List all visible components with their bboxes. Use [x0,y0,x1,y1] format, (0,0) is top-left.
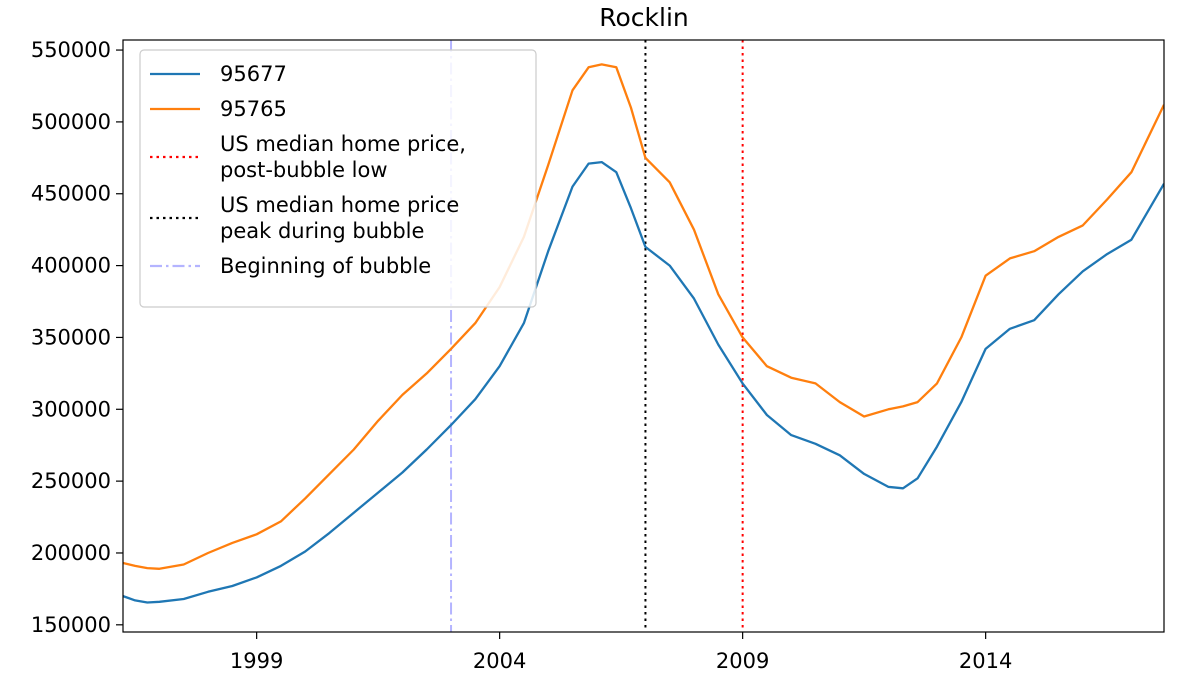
y-tick-label: 250000 [31,469,111,493]
y-tick-label: 150000 [31,613,111,637]
y-tick-label: 200000 [31,541,111,565]
axes: 1999 2004 2009 2014 150000 200000 250000 300000… [31,38,1013,673]
x-tick-label: 2009 [716,649,769,673]
legend-label-2: US median home price, post-bubble low [220,132,466,182]
legend: 95677 95765 US median home price, post-bubb… [139,49,537,308]
legend-label-1: 95765 [220,97,287,121]
y-tick-label: 300000 [31,397,111,421]
x-tick-label: 2014 [959,649,1012,673]
y-tick-label: 400000 [31,254,111,278]
legend-label-3: US median home price peak during bubble [220,193,459,243]
plot-frame [122,39,1165,633]
y-tick-label: 550000 [31,38,111,62]
x-tick-label: 1999 [230,649,283,673]
legend-label-4: Beginning of bubble [220,254,431,278]
x-tick-label: 2004 [473,649,526,673]
y-tick-label: 350000 [31,325,111,349]
legend-label-0: 95677 [220,62,287,86]
legend-box [139,49,537,308]
series-line-95765 [123,63,1164,570]
y-tick-label: 450000 [31,182,111,206]
chart-title: Rocklin [599,3,689,32]
y-tick-label: 500000 [31,110,111,134]
series-line-95677 [123,160,1164,604]
